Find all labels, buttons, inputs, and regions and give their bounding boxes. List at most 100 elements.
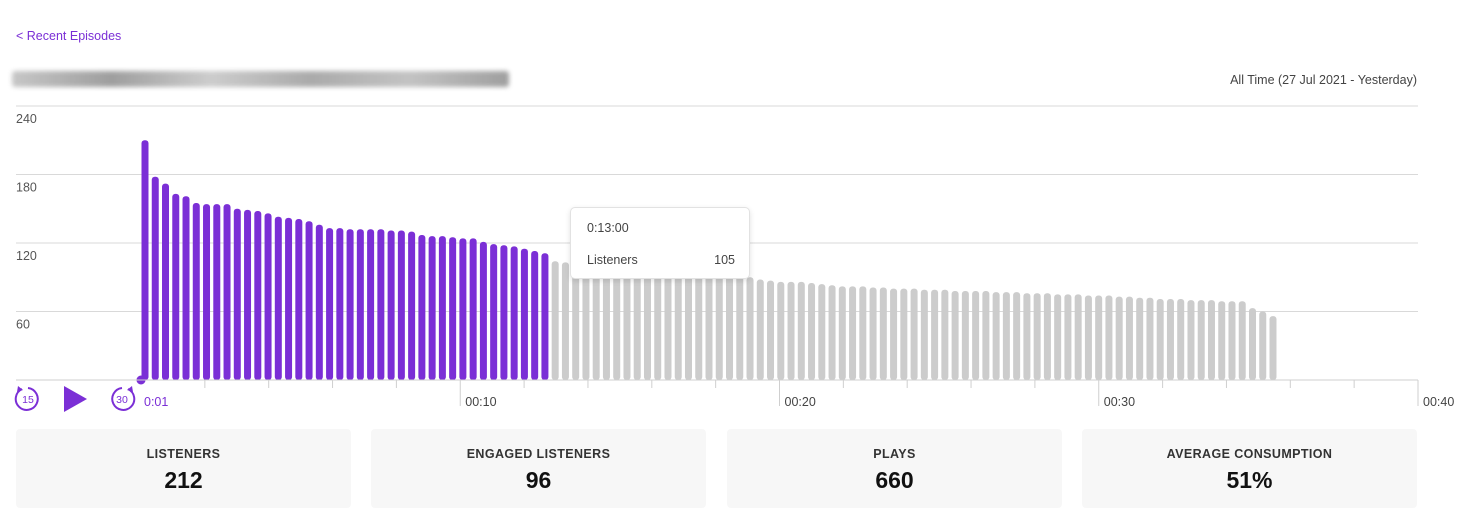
bar-unplayed[interactable] bbox=[643, 268, 651, 380]
bar-unplayed[interactable] bbox=[828, 285, 836, 380]
forward-30-icon[interactable]: 30 bbox=[108, 383, 136, 415]
bar-played[interactable] bbox=[274, 216, 282, 380]
bar-unplayed[interactable] bbox=[1238, 301, 1246, 380]
bar-played[interactable] bbox=[244, 209, 252, 380]
bar-unplayed[interactable] bbox=[695, 271, 703, 380]
bar-played[interactable] bbox=[356, 229, 364, 380]
bar-unplayed[interactable] bbox=[1013, 292, 1021, 380]
bar-played[interactable] bbox=[449, 237, 457, 380]
bar-played[interactable] bbox=[346, 229, 354, 380]
bar-played[interactable] bbox=[182, 196, 190, 380]
bar-played[interactable] bbox=[531, 250, 539, 380]
bar-unplayed[interactable] bbox=[674, 270, 682, 380]
bar-unplayed[interactable] bbox=[633, 266, 641, 380]
bar-unplayed[interactable] bbox=[838, 286, 846, 380]
bar-played[interactable] bbox=[367, 229, 375, 380]
bar-unplayed[interactable] bbox=[613, 264, 621, 380]
bar-unplayed[interactable] bbox=[1105, 295, 1113, 380]
bar-unplayed[interactable] bbox=[1023, 293, 1031, 380]
bar-unplayed[interactable] bbox=[1115, 296, 1123, 380]
bar-unplayed[interactable] bbox=[1187, 300, 1195, 380]
bar-played[interactable] bbox=[469, 238, 477, 380]
bar-unplayed[interactable] bbox=[1228, 301, 1236, 380]
bar-unplayed[interactable] bbox=[726, 274, 734, 380]
bar-unplayed[interactable] bbox=[1125, 296, 1133, 380]
bar-played[interactable] bbox=[428, 236, 436, 380]
bar-unplayed[interactable] bbox=[859, 286, 867, 380]
bar-unplayed[interactable] bbox=[1166, 298, 1174, 380]
bar-played[interactable] bbox=[459, 238, 467, 380]
bar-unplayed[interactable] bbox=[1064, 294, 1072, 380]
bar-unplayed[interactable] bbox=[910, 288, 918, 380]
bar-unplayed[interactable] bbox=[1207, 300, 1215, 380]
bar-unplayed[interactable] bbox=[1156, 298, 1164, 380]
bar-unplayed[interactable] bbox=[890, 288, 898, 380]
bar-unplayed[interactable] bbox=[1177, 298, 1185, 380]
bar-unplayed[interactable] bbox=[664, 269, 672, 380]
bar-played[interactable] bbox=[377, 229, 385, 380]
bar-played[interactable] bbox=[418, 235, 426, 380]
bar-unplayed[interactable] bbox=[1218, 301, 1226, 380]
date-range-label[interactable]: All Time (27 Jul 2021 - Yesterday) bbox=[1230, 73, 1417, 87]
bar-unplayed[interactable] bbox=[787, 281, 795, 380]
play-icon[interactable] bbox=[60, 384, 90, 414]
bar-played[interactable] bbox=[490, 244, 498, 380]
bar-unplayed[interactable] bbox=[982, 290, 990, 380]
bar-unplayed[interactable] bbox=[736, 276, 744, 380]
bar-unplayed[interactable] bbox=[849, 286, 857, 380]
bar-unplayed[interactable] bbox=[1043, 293, 1051, 380]
bar-unplayed[interactable] bbox=[582, 263, 590, 380]
bar-played[interactable] bbox=[151, 176, 159, 380]
bar-unplayed[interactable] bbox=[879, 287, 887, 380]
bar-played[interactable] bbox=[510, 246, 518, 380]
bar-played[interactable] bbox=[408, 231, 416, 380]
bar-unplayed[interactable] bbox=[592, 263, 600, 380]
bar-unplayed[interactable] bbox=[961, 290, 969, 380]
bar-played[interactable] bbox=[541, 253, 549, 380]
bar-unplayed[interactable] bbox=[808, 282, 816, 380]
bar-unplayed[interactable] bbox=[705, 272, 713, 380]
bar-played[interactable] bbox=[500, 245, 508, 380]
bar-played[interactable] bbox=[203, 204, 211, 380]
bar-unplayed[interactable] bbox=[1084, 295, 1092, 380]
bar-unplayed[interactable] bbox=[746, 277, 754, 380]
bar-unplayed[interactable] bbox=[1002, 292, 1010, 380]
back-to-recent-episodes-link[interactable]: < Recent Episodes bbox=[16, 29, 122, 43]
bar-played[interactable] bbox=[192, 203, 200, 380]
bar-unplayed[interactable] bbox=[900, 288, 908, 380]
bar-played[interactable] bbox=[387, 230, 395, 380]
bar-played[interactable] bbox=[397, 230, 405, 380]
bar-unplayed[interactable] bbox=[654, 269, 662, 380]
bar-unplayed[interactable] bbox=[1248, 308, 1256, 380]
bar-unplayed[interactable] bbox=[602, 264, 610, 380]
bar-unplayed[interactable] bbox=[1197, 300, 1205, 380]
bar-unplayed[interactable] bbox=[941, 289, 949, 380]
bar-played[interactable] bbox=[213, 204, 221, 380]
bar-unplayed[interactable] bbox=[561, 262, 569, 380]
bar-unplayed[interactable] bbox=[715, 273, 723, 380]
bar-unplayed[interactable] bbox=[992, 292, 1000, 380]
bar-played[interactable] bbox=[326, 228, 334, 380]
bar-unplayed[interactable] bbox=[572, 262, 580, 380]
bar-played[interactable] bbox=[141, 140, 149, 380]
bar-unplayed[interactable] bbox=[1259, 311, 1267, 381]
bar-unplayed[interactable] bbox=[1054, 294, 1062, 380]
bar-played[interactable] bbox=[172, 193, 180, 380]
bar-unplayed[interactable] bbox=[1269, 316, 1277, 380]
bar-played[interactable] bbox=[305, 221, 313, 380]
bar-unplayed[interactable] bbox=[1074, 294, 1082, 380]
bar-unplayed[interactable] bbox=[767, 280, 775, 380]
bar-unplayed[interactable] bbox=[756, 279, 764, 380]
bar-played[interactable] bbox=[233, 208, 241, 380]
bar-played[interactable] bbox=[254, 211, 262, 380]
bar-played[interactable] bbox=[315, 224, 323, 380]
bar-played[interactable] bbox=[336, 228, 344, 380]
bar-unplayed[interactable] bbox=[684, 270, 692, 380]
bar-unplayed[interactable] bbox=[818, 284, 826, 380]
bar-unplayed[interactable] bbox=[951, 290, 959, 380]
bar-played[interactable] bbox=[295, 219, 303, 380]
bar-unplayed[interactable] bbox=[1136, 297, 1144, 380]
bar-unplayed[interactable] bbox=[1095, 295, 1103, 380]
bar-unplayed[interactable] bbox=[931, 289, 939, 380]
rewind-15-icon[interactable]: 15 bbox=[14, 383, 42, 415]
